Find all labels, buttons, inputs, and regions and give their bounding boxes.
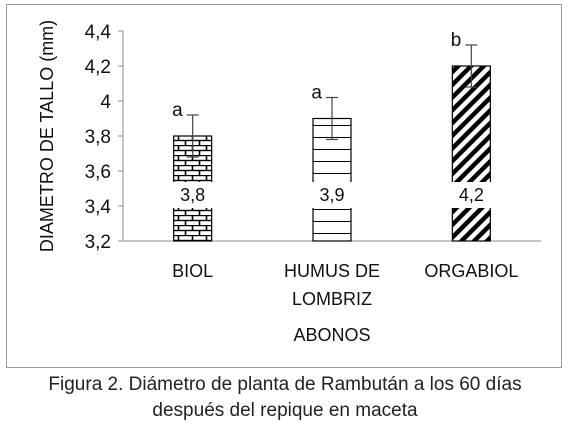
x-category-label: ORGABIOL xyxy=(424,261,518,281)
significance-letter: a xyxy=(311,83,322,104)
x-category-label: HUMUS DE xyxy=(284,261,380,281)
figure-caption: Figura 2. Diámetro de planta de Rambután… xyxy=(0,372,570,424)
y-tick-label: 4 xyxy=(100,92,111,113)
bar xyxy=(451,65,491,242)
y-tick-label: 4,2 xyxy=(85,57,111,78)
y-tick-label: 3,8 xyxy=(85,127,111,148)
data-label: 3,9 xyxy=(319,185,344,205)
x-category-label: LOMBRIZ xyxy=(292,289,372,309)
data-label-box xyxy=(309,182,355,208)
bar-chart: 3,2 3,4 3,6 3,8 4 4,2 4,4 DIAMETRO DE TALLO (mm… xyxy=(37,20,541,345)
caption-line-1: Figura 2. Diámetro de planta de Rambután… xyxy=(48,374,522,395)
y-tick-label: 3,6 xyxy=(85,162,111,183)
y-tick-label: 3,4 xyxy=(85,197,112,218)
significance-letter: a xyxy=(172,100,183,121)
y-axis-title: DIAMETRO DE TALLO (mm) xyxy=(37,20,57,252)
data-label-box xyxy=(169,182,216,208)
caption-line-2: después del repique en maceta xyxy=(152,400,418,421)
x-category-label: BIOL xyxy=(172,261,213,281)
data-label: 4,2 xyxy=(459,185,484,205)
data-label: 3,8 xyxy=(180,185,205,205)
y-tick-label: 4,4 xyxy=(85,22,112,43)
x-axis-title: ABONOS xyxy=(293,325,370,345)
chart-frame: 3,2 3,4 3,6 3,8 4 4,2 4,4 DIAMETRO DE TALLO (mm… xyxy=(6,4,562,368)
data-label-box xyxy=(448,182,495,208)
significance-letter: b xyxy=(451,30,462,51)
y-tick-label: 3,2 xyxy=(85,232,111,253)
